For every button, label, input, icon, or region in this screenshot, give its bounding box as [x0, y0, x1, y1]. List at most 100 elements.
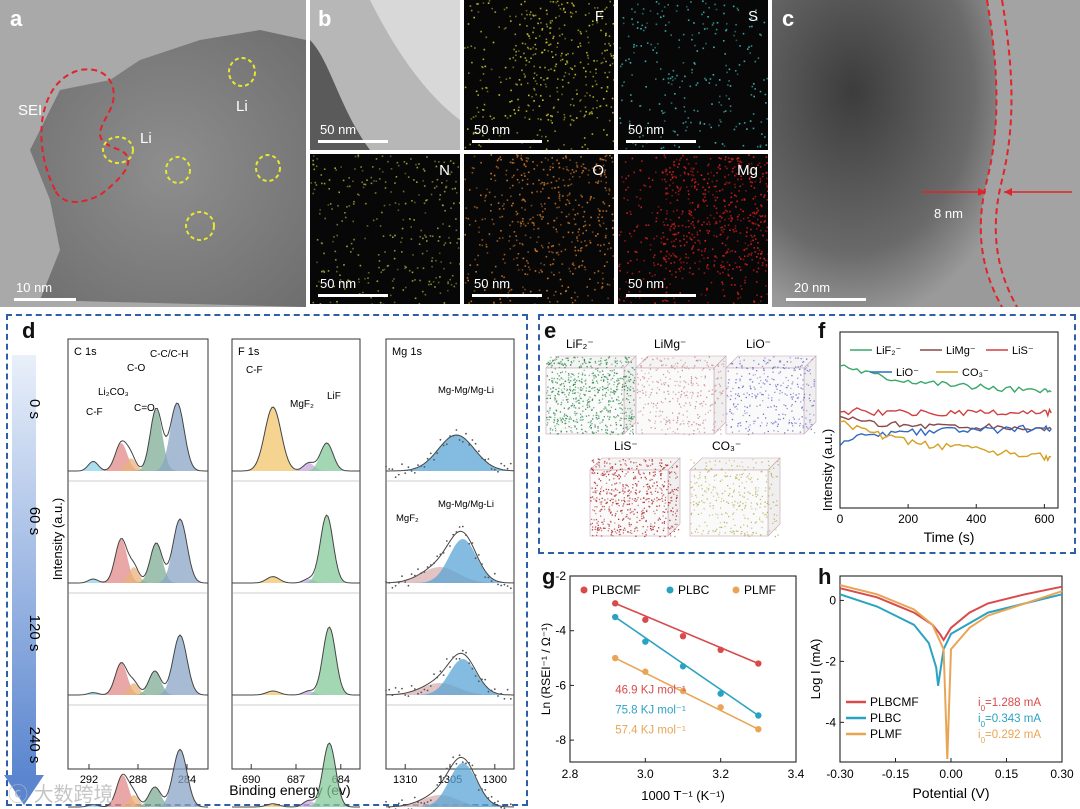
eds-dot — [444, 242, 447, 244]
ion-dot — [601, 421, 603, 423]
ion-dot — [744, 534, 746, 536]
ion-dot — [707, 365, 710, 367]
eds-dot — [519, 193, 521, 196]
eds-dot — [640, 28, 642, 30]
ion-dot — [626, 361, 628, 364]
eds-dot — [367, 277, 369, 279]
ion-dot — [650, 427, 652, 429]
ion-dot — [592, 491, 594, 493]
eds-dot — [618, 234, 621, 236]
ion-dot — [548, 379, 550, 381]
ion-dot — [575, 407, 577, 409]
ion-dot — [644, 531, 647, 533]
ion-dot — [573, 383, 575, 386]
ion-dot — [659, 473, 662, 475]
ion-dot — [762, 394, 764, 396]
ion-dot — [704, 477, 707, 480]
ion-dot — [730, 412, 733, 414]
eds-dot — [689, 237, 691, 239]
data-point — [449, 666, 451, 668]
ion-dot — [693, 509, 696, 511]
eds-dot — [766, 293, 768, 295]
eds-dot — [728, 264, 731, 266]
eds-dot — [404, 172, 407, 175]
ion-dot — [549, 429, 551, 431]
ion-dot — [607, 384, 609, 386]
eds-dot — [350, 251, 352, 253]
ion-dot — [741, 367, 743, 369]
ion-dot — [690, 397, 693, 399]
ion-dot — [602, 386, 604, 388]
eds-dot — [512, 202, 514, 205]
ion-dot — [625, 376, 627, 378]
ion-dot — [585, 387, 588, 389]
ion-dot — [630, 416, 632, 419]
ion-dot — [577, 376, 579, 378]
ion-dot — [652, 500, 654, 502]
ion-dot — [627, 494, 629, 497]
ion-dot — [668, 471, 670, 473]
fit-envelope — [232, 742, 360, 808]
ion-dot — [551, 380, 553, 382]
data-point — [442, 674, 445, 676]
eds-dot — [697, 205, 700, 208]
ion-dot — [790, 387, 792, 390]
ion-dot — [683, 392, 685, 394]
ion-dot — [799, 365, 802, 368]
eds-dot — [597, 182, 599, 184]
ion-dot — [557, 433, 559, 435]
eds-dot — [602, 210, 604, 212]
legend-label: LiMg⁻ — [946, 345, 976, 357]
eds-dot — [422, 290, 424, 293]
ion-dot — [621, 512, 623, 514]
ion-dot — [654, 473, 656, 476]
ion-dot — [573, 406, 575, 408]
ion-dot — [767, 501, 769, 503]
ion-dot — [772, 522, 774, 525]
ion-dot — [737, 425, 739, 427]
eds-dot — [592, 96, 595, 98]
eds-dot — [612, 197, 614, 199]
ion-dot — [605, 424, 607, 427]
eds-dot — [677, 190, 680, 193]
ion-dot — [655, 415, 657, 417]
eds-dot — [562, 179, 565, 181]
ion-dot — [775, 409, 777, 411]
ion-dot — [706, 396, 708, 398]
ion-dot — [600, 411, 602, 413]
ion-dot — [629, 525, 631, 527]
ion-dot — [797, 396, 800, 399]
ion-dot — [570, 405, 572, 407]
ion-dot — [675, 488, 677, 491]
eds-dot — [513, 231, 516, 233]
eds-dot — [449, 173, 451, 176]
eds-dot — [734, 227, 737, 230]
ion-dot — [674, 471, 676, 473]
eds-dot — [648, 272, 651, 274]
eds-dot — [485, 194, 487, 197]
eds-dot — [431, 257, 434, 259]
ion-dot — [555, 356, 557, 358]
ion-dot — [687, 383, 690, 385]
eds-dot — [692, 174, 695, 177]
eds-dot — [560, 59, 562, 62]
eds-dot — [759, 146, 762, 148]
eds-dot — [690, 185, 693, 188]
peak-label: Li₂CO₃ — [98, 387, 129, 398]
eds-dot — [619, 122, 622, 124]
ion-dot — [632, 425, 634, 427]
eds-dot — [557, 42, 559, 44]
ion-dot — [676, 400, 679, 402]
ion-dot — [755, 495, 757, 498]
ion-dot — [607, 498, 609, 500]
eds-dot — [473, 206, 476, 208]
ion-dot — [773, 513, 775, 516]
ion-dot — [607, 489, 610, 491]
eds-dot — [334, 167, 336, 169]
ion-dot — [770, 472, 772, 475]
ion-dot — [747, 475, 749, 477]
ion-dot — [632, 431, 634, 433]
eds-dot — [602, 222, 605, 225]
eds-dot — [439, 194, 442, 196]
ion-dot — [659, 464, 661, 467]
